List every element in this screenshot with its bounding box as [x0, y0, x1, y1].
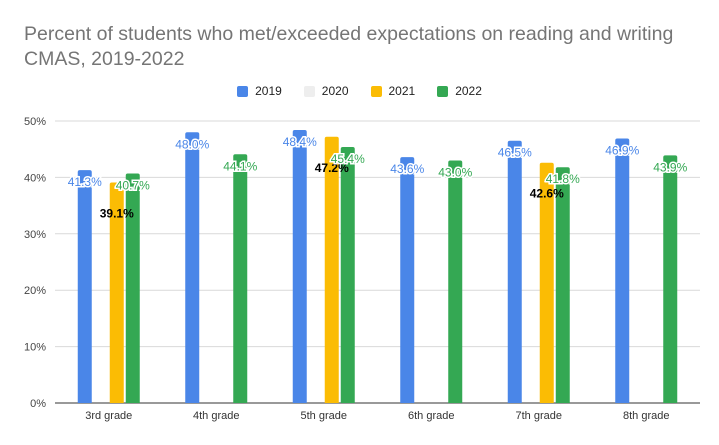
y-tick-label: 10% [24, 342, 46, 354]
x-tick-label: 6th grade [408, 410, 454, 422]
bar-2022 [663, 155, 678, 403]
bar-2021 [109, 182, 124, 403]
legend-swatch [303, 85, 315, 97]
legend-label: 2021 [388, 84, 416, 98]
data-label: 43.0% [438, 165, 472, 179]
data-label: 46.9% [605, 143, 639, 157]
bar-2019 [77, 170, 92, 403]
bar-2022 [125, 173, 140, 403]
x-tick-label: 8th grade [623, 410, 669, 422]
legend-label: 2022 [455, 84, 482, 98]
bar-2022 [448, 160, 463, 403]
bar-2022 [340, 146, 355, 403]
legend-label: 2020 [321, 84, 349, 98]
data-label: 44.1% [223, 159, 257, 173]
chart-title: Percent of students who met/exceeded exp… [24, 23, 674, 70]
y-tick-label: 30% [24, 229, 46, 241]
y-tick-label: 50% [24, 116, 46, 128]
legend-swatch [237, 85, 249, 97]
data-label: 40.7% [116, 178, 150, 192]
legend-item-2020: 2020 [303, 84, 349, 98]
data-label: 46.5% [498, 146, 532, 160]
data-label: 47.2% [315, 161, 349, 175]
bar-2022 [555, 167, 570, 403]
y-tick-label: 0% [30, 398, 46, 410]
legend-item-2021: 2021 [370, 84, 416, 98]
data-label: 42.6% [530, 187, 564, 201]
legend-swatch [370, 85, 382, 97]
x-tick-label: 5th grade [301, 410, 347, 422]
legend-item-2019: 2019 [237, 84, 282, 98]
bar-2021 [324, 136, 339, 404]
legend-swatch [437, 85, 449, 97]
data-label: 45.4% [331, 152, 365, 166]
bar-2019 [507, 140, 522, 404]
x-tick-label: 7th grade [516, 410, 562, 422]
x-tick-label: 3rd grade [85, 410, 132, 422]
data-label: 48.0% [175, 137, 209, 151]
bar-2021 [539, 162, 554, 403]
legend-label: 2019 [255, 84, 282, 98]
y-tick-label: 40% [24, 172, 46, 184]
x-tick-label: 4th grade [193, 410, 239, 422]
data-label: 43.9% [653, 160, 687, 174]
legend-item-2022: 2022 [437, 84, 482, 98]
bar-2022 [233, 154, 248, 403]
bar-2019 [615, 138, 630, 403]
bar-2019 [400, 157, 415, 403]
data-label: 41.3% [68, 175, 102, 189]
data-label: 41.8% [546, 172, 580, 186]
chart-legend: 2019 2020 2021 2022 [0, 84, 719, 98]
y-tick-label: 20% [24, 285, 46, 297]
bar-2019 [292, 130, 307, 404]
data-label: 48.4% [283, 135, 317, 149]
data-label: 43.6% [390, 162, 424, 176]
bar-2019 [185, 132, 200, 403]
data-label: 39.1% [100, 206, 134, 220]
